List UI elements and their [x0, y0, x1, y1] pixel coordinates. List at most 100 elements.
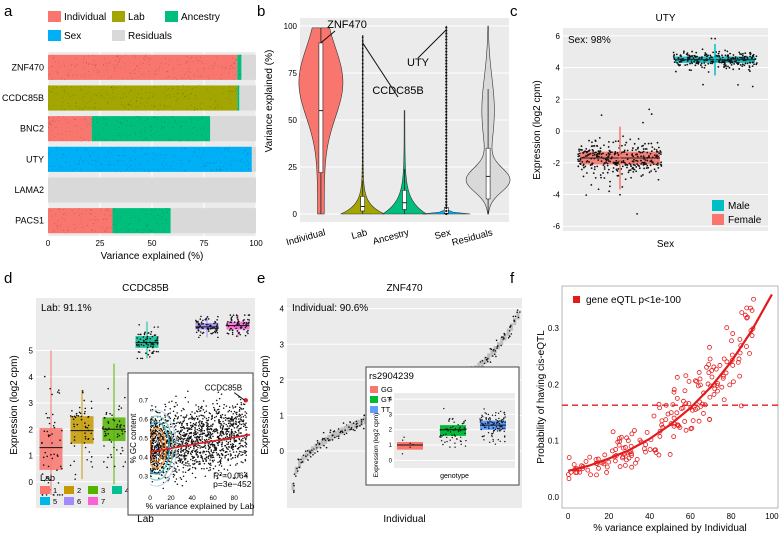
- data-point: [75, 414, 78, 417]
- inset-point: [188, 438, 190, 441]
- inset-point: [159, 469, 161, 472]
- texture-dot: [79, 208, 80, 209]
- texture-dot: [203, 152, 205, 154]
- data-point: [647, 166, 650, 169]
- texture-dot: [220, 169, 222, 171]
- inset-point: [217, 391, 220, 394]
- data-point: [687, 56, 690, 59]
- violin-box: [485, 147, 491, 200]
- texture-dot: [107, 93, 108, 95]
- individual-box: [503, 333, 507, 341]
- inset-point: [200, 433, 202, 435]
- inset-point: [181, 443, 183, 445]
- data-point: [596, 165, 599, 168]
- texture-dot: [237, 109, 239, 110]
- data-point: [581, 160, 584, 163]
- texture-dot: [203, 165, 205, 167]
- inset-point: [155, 419, 158, 422]
- inset-point: [212, 461, 214, 463]
- texture-dot: [104, 230, 106, 232]
- data-point: [686, 63, 689, 66]
- data-point: [216, 331, 219, 334]
- texture-dot: [110, 61, 111, 62]
- data-point: [644, 159, 647, 161]
- data-point: [633, 460, 638, 466]
- texture-dot: [48, 127, 49, 128]
- inset-point: [442, 443, 444, 446]
- texture-dot: [134, 72, 136, 74]
- inset-point: [179, 444, 182, 446]
- texture-dot: [139, 163, 141, 164]
- texture-dot: [233, 159, 235, 161]
- texture-dot: [140, 155, 142, 157]
- inset-point: [186, 438, 189, 440]
- data-point: [581, 149, 583, 151]
- texture-dot: [228, 86, 230, 88]
- data-point: [352, 422, 355, 425]
- data-point: [197, 329, 200, 332]
- texture-dot: [192, 132, 194, 134]
- inset-point: [163, 446, 166, 448]
- inset-point: [493, 429, 495, 432]
- texture-dot: [189, 161, 190, 163]
- data-point: [640, 155, 643, 158]
- data-point: [596, 155, 599, 157]
- data-point: [578, 152, 581, 155]
- data-point: [643, 442, 649, 448]
- inset-point: [211, 451, 214, 454]
- inset-point: [491, 435, 493, 438]
- inset-point: [166, 453, 168, 455]
- inset-point: [221, 434, 223, 437]
- inset-legend-label-GT: GT: [381, 395, 392, 404]
- data-point: [481, 359, 484, 362]
- data-point: [119, 426, 121, 428]
- texture-dot: [187, 71, 189, 72]
- data-point: [738, 68, 741, 70]
- data-point: [640, 163, 643, 165]
- texture-dot: [194, 74, 195, 76]
- data-point: [360, 423, 363, 425]
- texture-dot: [190, 58, 191, 59]
- texture-dot: [103, 64, 104, 66]
- x-tick-label: 100: [249, 239, 263, 248]
- texture-dot: [116, 135, 118, 137]
- inset-point: [163, 471, 165, 474]
- individual-box: [506, 328, 510, 336]
- inset-point: [182, 466, 185, 469]
- texture-dot: [63, 214, 64, 215]
- inset-point: [177, 416, 180, 418]
- data-point: [617, 140, 620, 143]
- texture-dot: [111, 86, 112, 88]
- data-point: [74, 473, 77, 476]
- texture-dot: [61, 157, 63, 158]
- data-point: [102, 426, 104, 428]
- data-point: [51, 442, 53, 444]
- texture-dot: [162, 91, 164, 93]
- texture-dot: [106, 209, 108, 211]
- texture-dot: [238, 151, 240, 153]
- texture-dot: [138, 76, 140, 78]
- inset-point: [171, 465, 173, 468]
- texture-dot: [132, 168, 134, 170]
- inset-point: [238, 437, 240, 440]
- data-point: [657, 167, 660, 169]
- texture-dot: [50, 123, 51, 124]
- individual-box: [298, 460, 302, 468]
- texture-dot: [141, 148, 143, 149]
- inset-point: [181, 442, 184, 444]
- panel-f-scatter: 0.00.10.20.30 20 40 60 80 100% variance expla…: [536, 285, 779, 533]
- individual-box: [301, 456, 305, 464]
- inset-point: [241, 453, 244, 456]
- inset-point: [167, 446, 169, 448]
- texture-dot: [114, 87, 115, 89]
- texture-dot: [89, 156, 91, 157]
- data-point: [673, 61, 676, 63]
- legend-label-lab: Lab: [128, 12, 145, 23]
- outlier-point: [445, 167, 448, 170]
- data-point: [516, 311, 518, 314]
- outlier-point: [445, 95, 448, 98]
- inset-point: [500, 429, 502, 431]
- inset-point: [191, 411, 193, 413]
- texture-dot: [80, 140, 82, 142]
- texture-dot: [154, 217, 155, 218]
